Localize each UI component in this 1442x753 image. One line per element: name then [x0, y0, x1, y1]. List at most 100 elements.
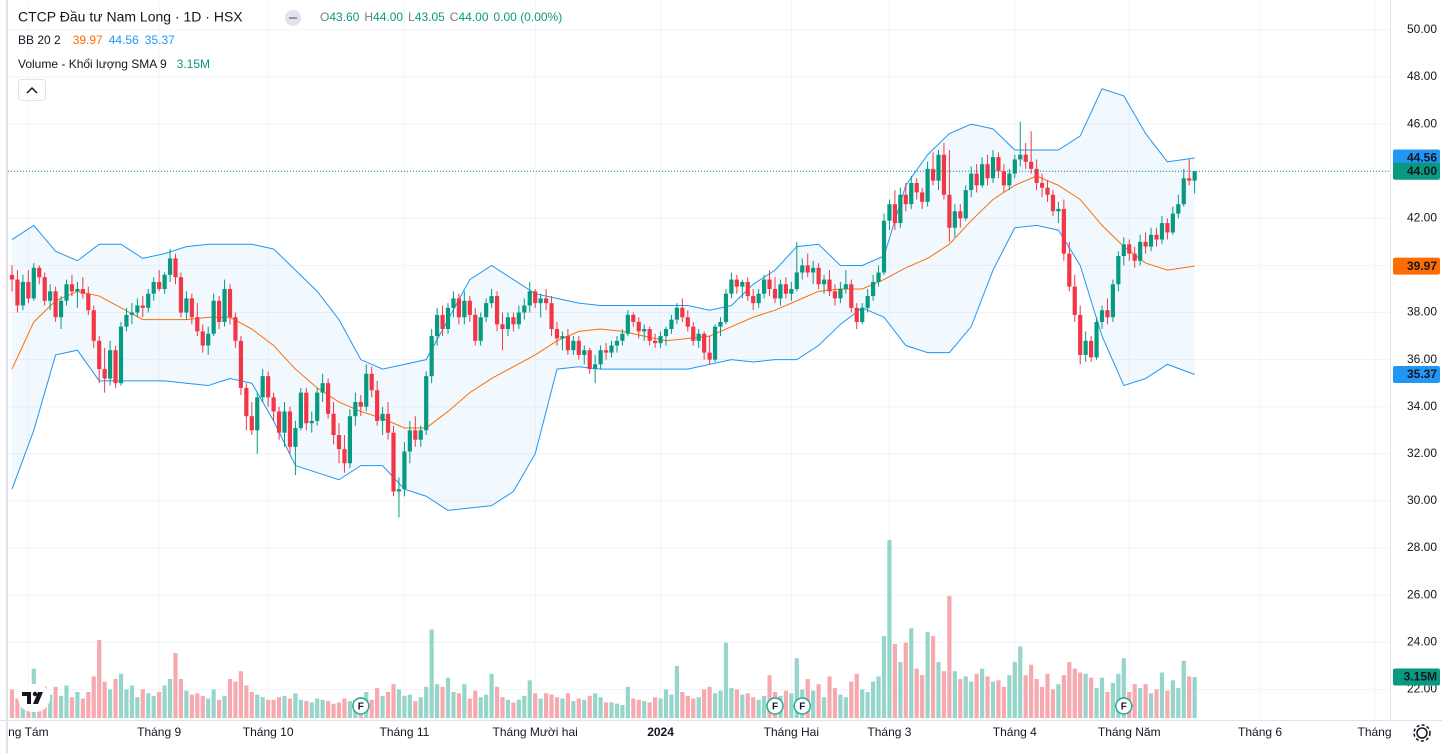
volume-bar [860, 689, 865, 718]
candle-body [293, 427, 298, 447]
candle-body [489, 296, 494, 304]
candle-body [1138, 241, 1143, 261]
candle-body [31, 267, 36, 299]
volume-label: 3.15M [1404, 670, 1437, 684]
ohlc-value: 43.60 [329, 10, 359, 24]
volume-bar [990, 681, 996, 718]
volume-bar [609, 702, 614, 718]
candle-body [402, 451, 407, 490]
candle-body [37, 267, 42, 278]
candle-body [1056, 208, 1061, 212]
candle-body [462, 300, 467, 318]
gear-icon [1416, 727, 1428, 739]
y-tick-label: 50.00 [1407, 22, 1437, 36]
collapse-button[interactable] [18, 79, 46, 101]
volume-bar [1067, 662, 1072, 718]
y-tick-label: 38.00 [1407, 305, 1437, 319]
x-tick-label: Tháng 4 [993, 725, 1037, 739]
volume-bar [58, 695, 64, 718]
candle-body [876, 272, 881, 282]
candle-body [794, 272, 799, 289]
volume-bar [69, 697, 75, 718]
candle-body [642, 329, 647, 332]
candle-body [9, 274, 15, 280]
volume-legend: Volume - Khối lượng SMA 9 3.15M [18, 57, 210, 71]
volume-bar [538, 698, 543, 718]
event-marker [352, 697, 370, 715]
volume-bar [963, 676, 968, 718]
volume-bar [135, 697, 140, 718]
settings-button[interactable] [1413, 724, 1431, 742]
candle-body [1192, 171, 1197, 181]
volume-bar [560, 698, 565, 718]
volume-bar [522, 695, 527, 718]
volume-bar [516, 699, 521, 718]
candle-body [238, 340, 243, 388]
volume-bar [217, 699, 222, 718]
candle-body [603, 350, 609, 353]
candle-body [347, 416, 352, 464]
volume-bar [195, 693, 200, 718]
volume-bar [102, 681, 107, 718]
bb-upper: 44.56 [109, 33, 139, 47]
candle-body [914, 183, 919, 193]
candle-body [898, 194, 903, 224]
candle-body [413, 430, 418, 440]
bb-basis-line [11, 175, 1195, 429]
volume-bar [413, 701, 418, 718]
candle-body [1127, 244, 1132, 254]
y-tick-label: 30.00 [1407, 493, 1437, 507]
ohlc-legend: O43.60 H44.00 L43.05 C44.00 0.00 (0.00%) [320, 10, 562, 24]
candle-body [511, 317, 516, 325]
volume-bar [816, 684, 821, 718]
candle-body [58, 300, 64, 318]
volume-bar [391, 684, 396, 718]
volume-bar [467, 698, 472, 718]
volume-bar [440, 686, 445, 718]
volume-bar [1039, 686, 1045, 718]
candle-body [1023, 154, 1028, 162]
candle-body [1143, 241, 1148, 247]
volume-bar [173, 653, 178, 718]
candle-body [892, 204, 897, 224]
volume-bar [1099, 677, 1105, 718]
volume-bar [980, 668, 985, 718]
candle-body [625, 314, 630, 334]
volume-bar [91, 676, 96, 718]
volume-bar [178, 679, 184, 718]
volume-bar [298, 699, 303, 718]
volume-bar [762, 695, 767, 718]
volume-bar [680, 692, 685, 718]
volume-bar [113, 679, 118, 718]
logo-part [22, 692, 31, 696]
candle-body [418, 430, 423, 440]
volume-bar [276, 697, 282, 718]
candle-body [304, 392, 309, 424]
volume-bar [554, 697, 560, 718]
volume-bar [549, 694, 554, 718]
volume-bar [1187, 676, 1192, 718]
candle-body [113, 350, 118, 384]
logo-part [32, 691, 38, 697]
event-label: F [1121, 702, 1127, 713]
volume-bar [108, 689, 113, 718]
chart-title: CTCP Đầu tư Nam Long · 1D · HSX [18, 9, 243, 25]
candle-body [952, 211, 957, 228]
volume-bar [598, 697, 603, 718]
last-price-label: 44.00 [1407, 164, 1437, 178]
candle-body [756, 293, 761, 304]
volume-bar [909, 628, 914, 718]
candle-body [358, 402, 363, 407]
candle-body [593, 364, 598, 370]
candle-body [249, 416, 254, 431]
event-marker [793, 697, 811, 715]
candle-body [767, 279, 772, 289]
candle-body [336, 435, 342, 450]
volume-bar [146, 693, 151, 718]
volume-bar [418, 697, 423, 718]
volume-bar [767, 675, 772, 718]
candle-body [832, 291, 838, 299]
volume-bar [1072, 668, 1077, 718]
volume-bar [1001, 686, 1006, 718]
